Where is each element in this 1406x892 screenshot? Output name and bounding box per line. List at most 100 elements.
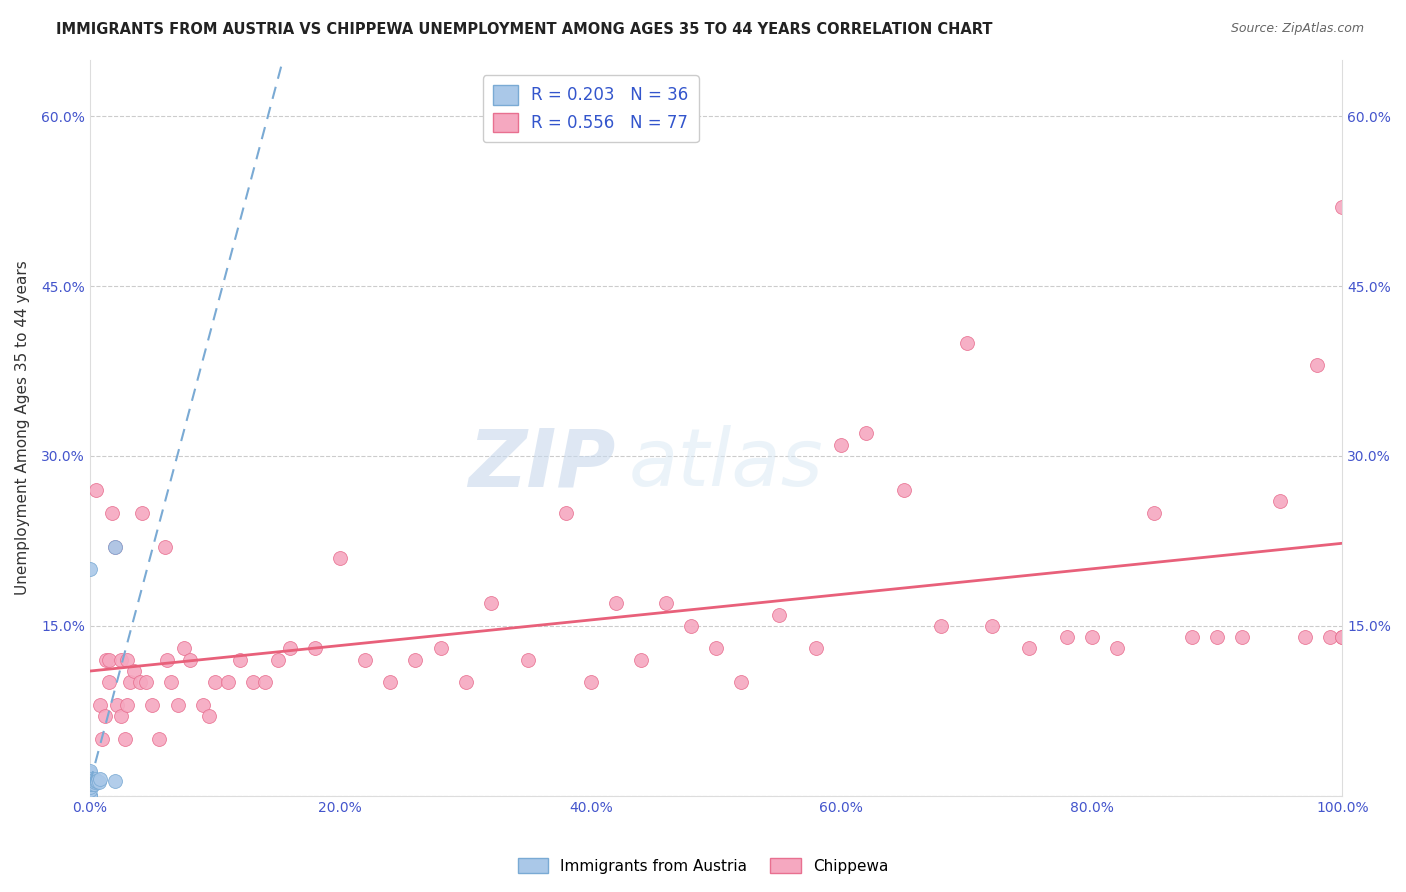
Point — [79, 783, 101, 797]
Point — [86, 774, 108, 789]
Point — [79, 777, 101, 791]
Point — [980, 619, 1002, 633]
Point — [82, 777, 104, 791]
Point — [79, 789, 101, 803]
Point — [1018, 641, 1040, 656]
Point — [148, 732, 170, 747]
Point — [79, 789, 101, 803]
Point — [79, 562, 101, 576]
Point — [254, 675, 277, 690]
Point — [94, 653, 117, 667]
Point — [104, 774, 127, 789]
Point — [1331, 630, 1354, 644]
Point — [114, 732, 136, 747]
Point — [79, 789, 101, 803]
Point — [79, 772, 101, 786]
Point — [79, 789, 101, 803]
Point — [84, 774, 107, 789]
Point — [80, 777, 103, 791]
Point — [79, 777, 101, 791]
Point — [1268, 494, 1291, 508]
Point — [806, 641, 828, 656]
Point — [80, 777, 103, 791]
Point — [118, 675, 141, 690]
Point — [204, 675, 226, 690]
Point — [630, 653, 652, 667]
Point — [217, 675, 239, 690]
Point — [329, 550, 352, 565]
Legend: Immigrants from Austria, Chippewa: Immigrants from Austria, Chippewa — [512, 852, 894, 880]
Point — [129, 675, 152, 690]
Point — [83, 775, 105, 789]
Point — [131, 506, 153, 520]
Point — [1206, 630, 1229, 644]
Point — [830, 437, 852, 451]
Point — [83, 772, 105, 786]
Point — [1306, 359, 1329, 373]
Point — [1319, 630, 1341, 644]
Point — [605, 596, 627, 610]
Point — [229, 653, 252, 667]
Point — [1331, 630, 1354, 644]
Point — [80, 775, 103, 789]
Point — [429, 641, 451, 656]
Point — [97, 675, 120, 690]
Point — [79, 764, 101, 778]
Point — [380, 675, 402, 690]
Point — [122, 664, 145, 678]
Point — [166, 698, 188, 712]
Point — [242, 675, 264, 690]
Point — [79, 775, 101, 789]
Point — [110, 653, 132, 667]
Point — [79, 774, 101, 789]
Point — [1105, 641, 1128, 656]
Point — [105, 698, 128, 712]
Point — [110, 709, 132, 723]
Point — [304, 641, 326, 656]
Point — [479, 596, 502, 610]
Point — [89, 772, 111, 786]
Point — [80, 772, 103, 786]
Point — [87, 775, 110, 789]
Text: Source: ZipAtlas.com: Source: ZipAtlas.com — [1230, 22, 1364, 36]
Point — [655, 596, 678, 610]
Point — [153, 540, 176, 554]
Point — [855, 426, 877, 441]
Point — [160, 675, 183, 690]
Point — [278, 641, 301, 656]
Point — [82, 775, 104, 789]
Point — [104, 540, 127, 554]
Point — [354, 653, 377, 667]
Point — [173, 641, 195, 656]
Point — [679, 619, 702, 633]
Point — [517, 653, 540, 667]
Point — [179, 653, 201, 667]
Point — [454, 675, 477, 690]
Text: ZIP: ZIP — [468, 425, 616, 503]
Point — [80, 774, 103, 789]
Point — [141, 698, 163, 712]
Point — [198, 709, 221, 723]
Point — [931, 619, 953, 633]
Point — [84, 483, 107, 497]
Point — [1143, 506, 1166, 520]
Point — [79, 780, 101, 794]
Point — [1230, 630, 1253, 644]
Point — [955, 335, 977, 350]
Point — [704, 641, 727, 656]
Text: IMMIGRANTS FROM AUSTRIA VS CHIPPEWA UNEMPLOYMENT AMONG AGES 35 TO 44 YEARS CORRE: IMMIGRANTS FROM AUSTRIA VS CHIPPEWA UNEM… — [56, 22, 993, 37]
Point — [730, 675, 752, 690]
Point — [405, 653, 427, 667]
Point — [79, 775, 101, 789]
Point — [768, 607, 790, 622]
Point — [117, 698, 139, 712]
Point — [117, 653, 139, 667]
Point — [79, 766, 101, 780]
Point — [1181, 630, 1204, 644]
Point — [79, 789, 101, 803]
Point — [1081, 630, 1104, 644]
Point — [79, 772, 101, 786]
Point — [1056, 630, 1078, 644]
Point — [135, 675, 157, 690]
Point — [579, 675, 602, 690]
